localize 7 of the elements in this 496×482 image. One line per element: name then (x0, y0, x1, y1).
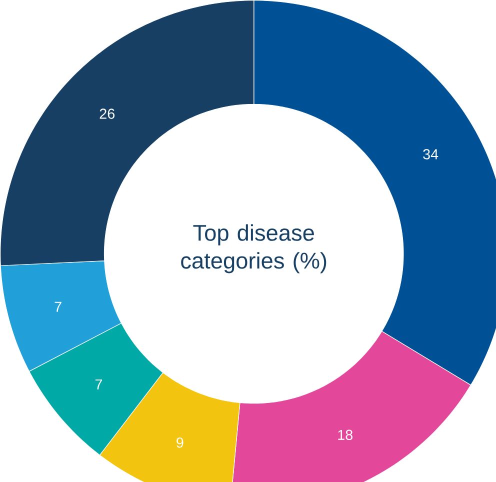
data-label: 7 (95, 379, 102, 390)
data-label: 9 (176, 437, 184, 448)
data-label: 7 (54, 302, 62, 312)
data-label: 18 (338, 430, 353, 440)
text: Top disease categories (%) (181, 224, 326, 273)
data-label: 26 (100, 108, 115, 119)
data-label: 34 (423, 148, 438, 160)
